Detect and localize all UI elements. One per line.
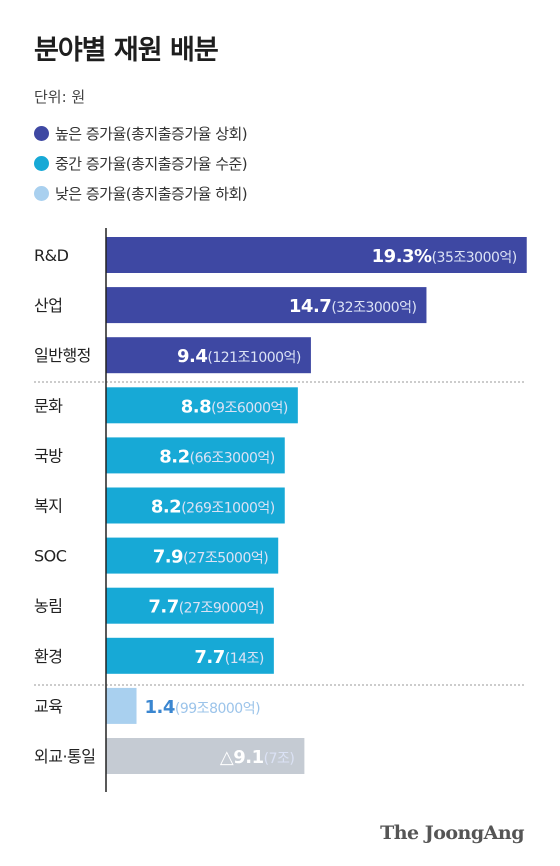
legend-item-low: 낮은 증가율(총지출증가율 하회) — [34, 178, 248, 208]
data-value: 7.9 — [153, 547, 183, 568]
legend-dot-mid — [34, 155, 49, 171]
data-amount: (32조3000억) — [331, 300, 416, 316]
data-label: 8.2(269조1000억) — [151, 497, 275, 518]
data-label: 1.4(99조8000억) — [145, 697, 261, 718]
category-label: 농림 — [34, 597, 62, 616]
bar — [106, 537, 279, 574]
page-title: 분야별 재원 배분 — [34, 35, 219, 66]
legend-label-mid: 중간 증가율(총지출증가율 수준) — [55, 154, 248, 173]
data-value: 7.7 — [148, 597, 178, 618]
data-value: 14.7 — [289, 296, 331, 317]
data-amount: (121조1000억) — [207, 350, 301, 366]
category-label: 산업 — [34, 296, 62, 315]
category-label: 환경 — [34, 647, 62, 666]
bar — [106, 387, 298, 424]
data-label: 8.2(66조3000억) — [159, 446, 275, 467]
data-label: 19.3%(35조3000억) — [372, 246, 517, 267]
category-label: R&D — [34, 246, 69, 265]
data-value: 8.8 — [181, 396, 211, 417]
data-label: 7.9(27조5000억) — [153, 547, 269, 568]
data-value: 9.4 — [177, 346, 207, 367]
bar — [106, 587, 274, 624]
unit-label: 단위: 원 — [34, 88, 86, 106]
bar — [106, 287, 427, 324]
category-label: SOC — [34, 547, 67, 566]
category-label: 교육 — [34, 697, 62, 716]
bar — [106, 487, 285, 524]
data-label: 7.7(14조) — [194, 647, 264, 668]
data-amount: (269조1000억) — [181, 501, 275, 517]
category-label: 국방 — [34, 446, 63, 465]
data-value: 1.4 — [145, 697, 175, 718]
legend-dot-high — [34, 125, 49, 141]
data-label: 8.8(9조6000억) — [181, 396, 288, 417]
data-amount: (66조3000억) — [190, 450, 275, 466]
data-amount: (27조5000억) — [183, 551, 268, 567]
data-amount: (27조9000억) — [179, 601, 264, 617]
legend-item-mid: 중간 증가율(총지출증가율 수준) — [34, 148, 248, 178]
data-label: 7.7(27조9000억) — [148, 597, 264, 618]
legend-item-high: 높은 증가율(총지출증가율 상회) — [34, 118, 248, 148]
bar — [106, 687, 137, 724]
data-label: 9.4(121조1000억) — [177, 346, 301, 367]
data-value: 8.2 — [151, 497, 181, 518]
data-amount: (99조8000억) — [175, 701, 260, 717]
bar — [106, 237, 527, 273]
data-label: 14.7(32조3000억) — [289, 296, 417, 317]
category-label: 외교·통일 — [34, 747, 95, 766]
data-value: △9.1 — [220, 747, 264, 768]
bar — [106, 337, 311, 374]
bar — [106, 637, 274, 674]
category-label: 일반행정 — [34, 346, 91, 365]
data-label: △9.1(7조) — [220, 747, 294, 768]
category-label: 복지 — [34, 497, 62, 516]
source-logo: The JoongAng — [380, 822, 524, 844]
legend-dot-low — [34, 185, 49, 201]
legend-label-low: 낮은 증가율(총지출증가율 하회) — [55, 184, 248, 203]
legend-label-high: 높은 증가율(총지출증가율 상회) — [55, 124, 248, 143]
bar — [106, 738, 305, 774]
data-amount: (7조) — [264, 751, 295, 767]
data-amount: (9조6000억) — [211, 400, 288, 416]
data-amount: (14조) — [225, 651, 264, 667]
data-amount: (35조3000억) — [432, 250, 517, 266]
bar — [106, 437, 285, 474]
data-value: 8.2 — [159, 446, 189, 467]
category-label: 문화 — [34, 396, 63, 415]
data-value: 7.7 — [194, 647, 224, 668]
data-value: 19.3% — [372, 246, 432, 267]
legend: 높은 증가율(총지출증가율 상회) 중간 증가율(총지출증가율 수준) 낮은 증… — [34, 118, 248, 208]
